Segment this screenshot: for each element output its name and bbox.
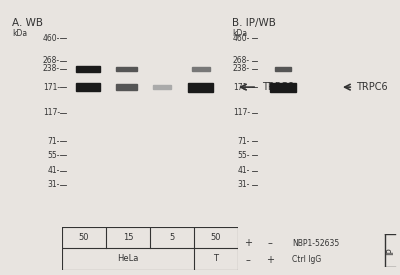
Bar <box>116 67 138 71</box>
Text: 238-: 238- <box>233 64 250 73</box>
Bar <box>275 67 291 71</box>
Text: TRPC6: TRPC6 <box>262 82 294 92</box>
Text: 31-: 31- <box>238 180 250 189</box>
Text: 15: 15 <box>123 233 133 242</box>
Bar <box>116 84 138 90</box>
Text: 50: 50 <box>79 233 89 242</box>
Text: kDa: kDa <box>232 29 247 38</box>
Text: 55-: 55- <box>48 151 60 160</box>
Text: T: T <box>214 254 218 263</box>
Text: 55-: 55- <box>238 151 250 160</box>
Text: 268-: 268- <box>43 56 60 65</box>
Text: 238-: 238- <box>43 64 60 73</box>
Text: +: + <box>244 238 252 248</box>
Text: Ctrl IgG: Ctrl IgG <box>292 255 321 264</box>
Text: 171-: 171- <box>233 82 250 92</box>
Text: –: – <box>246 255 250 265</box>
Text: NBP1-52635: NBP1-52635 <box>292 239 339 248</box>
Text: +: + <box>266 255 274 265</box>
Bar <box>188 82 213 92</box>
Text: –: – <box>268 238 272 248</box>
Bar <box>76 66 100 72</box>
Text: 50: 50 <box>211 233 221 242</box>
Text: 41-: 41- <box>238 166 250 175</box>
Text: TRPC6: TRPC6 <box>356 82 388 92</box>
Bar <box>76 83 100 91</box>
Text: 117-: 117- <box>233 108 250 117</box>
Text: 5: 5 <box>169 233 175 242</box>
Text: 268-: 268- <box>233 56 250 65</box>
Text: 171-: 171- <box>43 82 60 92</box>
Text: 460-: 460- <box>233 34 250 43</box>
Bar <box>270 82 296 92</box>
Bar <box>153 85 171 89</box>
Text: HeLa: HeLa <box>117 254 139 263</box>
Text: 71-: 71- <box>48 137 60 145</box>
Text: 117-: 117- <box>43 108 60 117</box>
Text: kDa: kDa <box>12 29 27 38</box>
Text: A. WB: A. WB <box>12 18 43 28</box>
Text: 31-: 31- <box>48 180 60 189</box>
Text: IP: IP <box>386 248 395 255</box>
Bar <box>192 67 210 71</box>
Text: 41-: 41- <box>48 166 60 175</box>
Text: B. IP/WB: B. IP/WB <box>232 18 276 28</box>
Text: 460-: 460- <box>43 34 60 43</box>
Text: 71-: 71- <box>238 137 250 145</box>
